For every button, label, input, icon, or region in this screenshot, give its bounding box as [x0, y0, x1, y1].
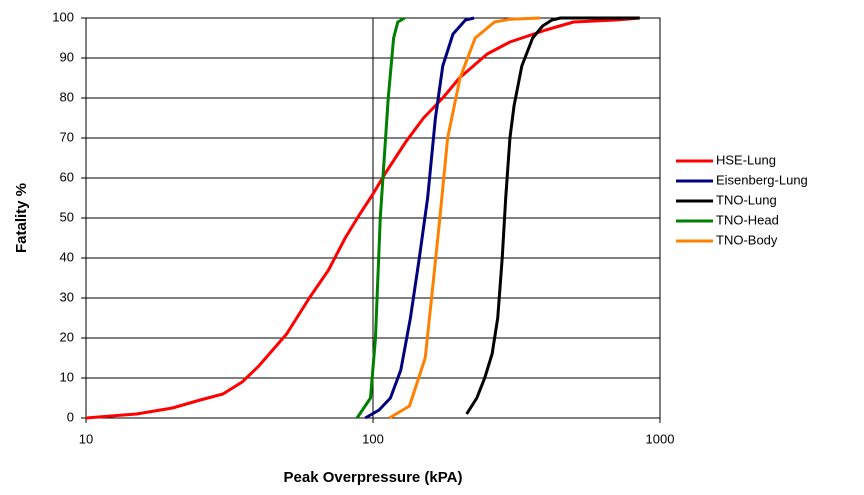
- series-line: [364, 16, 475, 420]
- y-tick-label: 100: [52, 9, 74, 24]
- legend-label: TNO-Body: [716, 232, 778, 247]
- y-tick-label: 0: [67, 409, 74, 424]
- x-tick-label: 1000: [646, 431, 675, 446]
- x-axis-title: Peak Overpressure (kPA): [284, 469, 463, 486]
- plot-frame: [85, 17, 661, 419]
- legend-label: TNO-Head: [716, 212, 779, 227]
- legend-label: HSE-Lung: [716, 152, 776, 167]
- series-line: [85, 16, 640, 420]
- y-tick-label: 50: [60, 209, 74, 224]
- y-tick-label: 10: [60, 369, 74, 384]
- legend-label: Eisenberg-Lung: [716, 172, 808, 187]
- y-tick-label: 20: [60, 329, 74, 344]
- series-line: [388, 16, 541, 420]
- y-tick-label: 80: [60, 89, 74, 104]
- y-tick-label: 30: [60, 289, 74, 304]
- x-tick-label: 100: [362, 431, 384, 446]
- y-tick-label: 90: [60, 49, 74, 64]
- legend-label: TNO-Lung: [716, 192, 777, 207]
- series-line: [355, 16, 406, 419]
- y-axis-title: Fatality %: [13, 183, 30, 253]
- x-tick-label: 10: [79, 431, 93, 446]
- y-tick-label: 40: [60, 249, 74, 264]
- y-tick-label: 70: [60, 129, 74, 144]
- y-tick-label: 60: [60, 169, 74, 184]
- series-line: [465, 16, 640, 415]
